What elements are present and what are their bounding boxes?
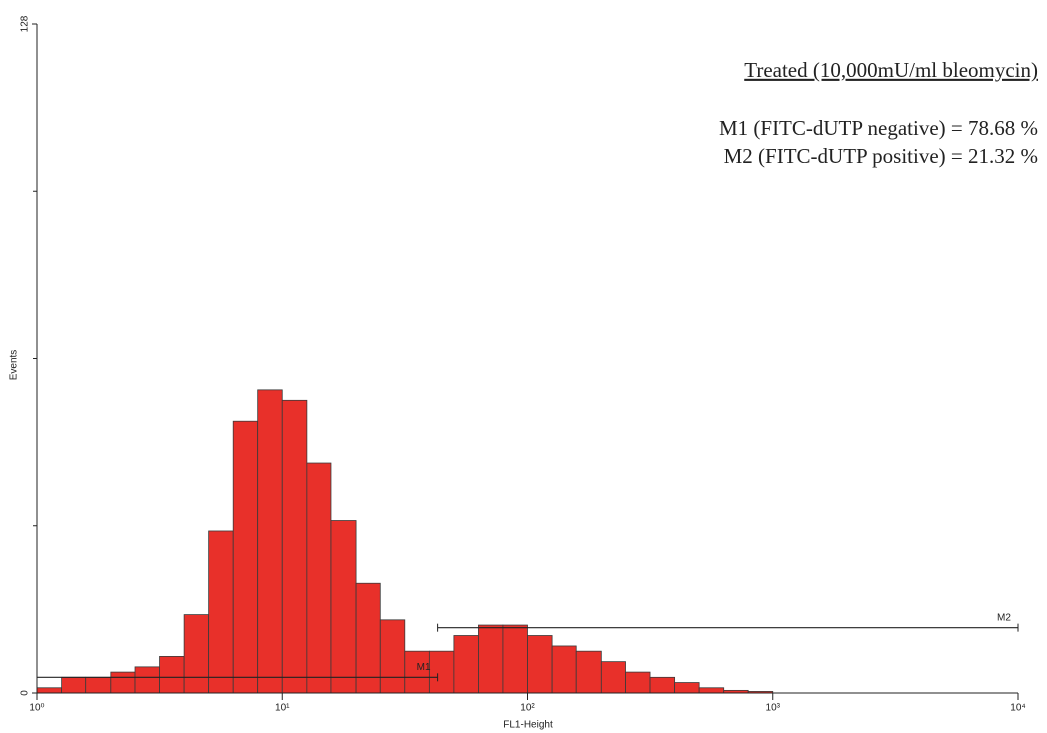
marker-label: M2 — [997, 612, 1011, 623]
histogram-bar — [379, 619, 406, 694]
y-tick-label: 128 — [20, 15, 31, 32]
histogram-bar — [281, 399, 308, 694]
histogram-bar — [257, 389, 283, 694]
histogram-bar — [159, 656, 185, 694]
histogram-bar — [575, 650, 602, 694]
histogram-bar — [306, 462, 332, 694]
marker-label: M1 — [417, 662, 431, 673]
histogram-bar — [551, 645, 577, 694]
histogram-bar — [404, 650, 430, 694]
histogram-bar — [428, 650, 455, 694]
histogram-bar — [110, 671, 136, 694]
x-axis-label: FL1-Height — [503, 720, 553, 731]
histogram-bar — [183, 614, 210, 694]
histogram-bar — [355, 582, 381, 694]
histogram-bar — [527, 635, 553, 694]
x-tick-label: 10¹ — [275, 703, 290, 714]
histogram-bar — [478, 624, 504, 694]
histogram-bar — [85, 676, 112, 694]
annotation: M2 (FITC-dUTP positive) = 21.32 % — [724, 144, 1038, 168]
histogram-bar — [36, 687, 63, 694]
histogram-bar — [674, 682, 700, 694]
annotation: Treated (10,000mU/ml bleomycin) — [744, 58, 1038, 82]
histogram-bar — [502, 624, 528, 694]
histogram-bar — [208, 530, 234, 694]
histogram-bar — [649, 676, 676, 694]
histogram-bar — [134, 666, 160, 694]
annotation: M1 (FITC-dUTP negative) = 78.68 % — [719, 116, 1038, 140]
x-tick-label: 10⁰ — [29, 703, 44, 714]
histogram-bar — [698, 687, 725, 694]
x-tick-label: 10² — [520, 703, 535, 714]
y-tick-label: 0 — [20, 690, 31, 696]
histogram-bar — [61, 676, 87, 694]
histogram-bar — [625, 671, 651, 694]
x-tick-label: 10³ — [766, 703, 781, 714]
histogram-bar — [600, 661, 626, 694]
histogram-bar — [330, 520, 357, 694]
x-tick-label: 10⁴ — [1010, 703, 1025, 714]
y-axis-label: Events — [9, 350, 20, 381]
histogram-bar — [453, 635, 479, 694]
histogram-bar — [232, 420, 259, 694]
